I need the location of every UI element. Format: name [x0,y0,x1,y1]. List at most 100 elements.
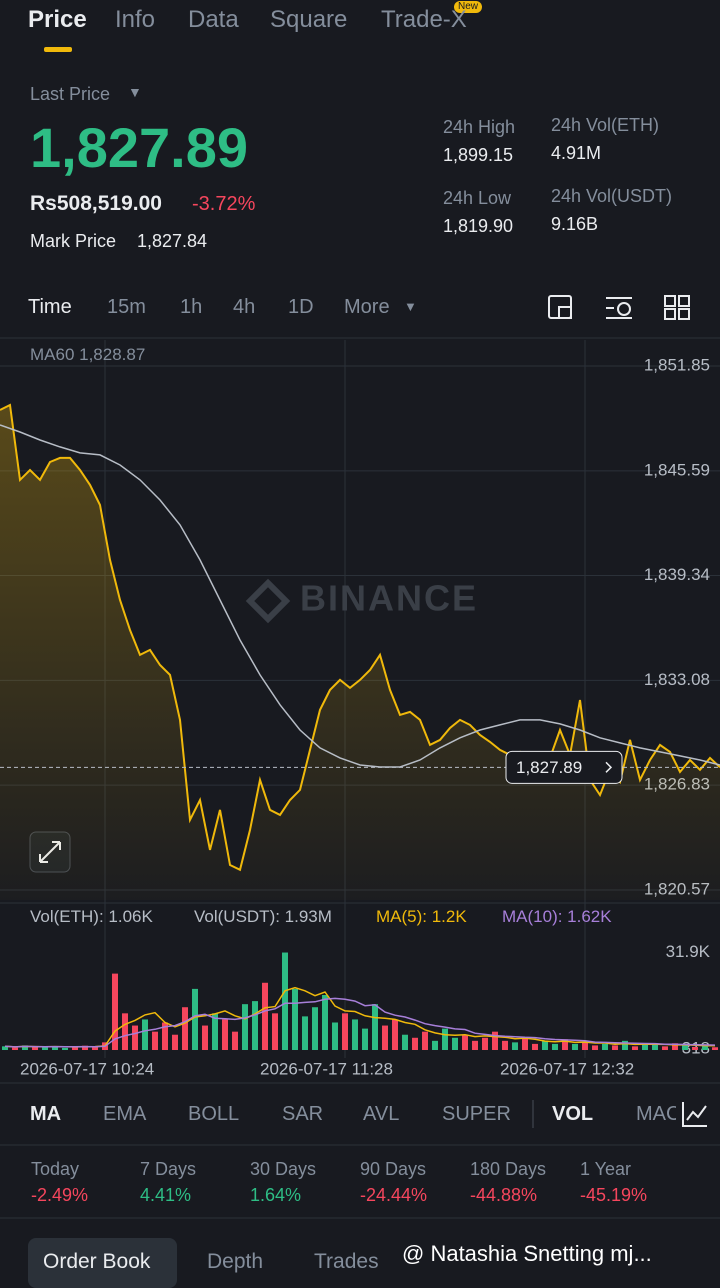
x-tick-label: 2026-07-17 11:28 [260,1059,393,1078]
indicator[interactable]: EMA [103,1103,147,1125]
volume-bar [482,1037,488,1050]
volume-bar [302,1016,308,1050]
performance-value: 1.64% [250,1185,302,1205]
volume-bar [622,1040,628,1050]
indicator[interactable]: VOL [552,1103,594,1125]
volume-bar [312,1007,318,1050]
volume-bar [352,1019,358,1050]
stat-value: 1,899.15 [443,145,514,165]
volume-bar [82,1045,88,1050]
volume-bar [252,1001,258,1050]
ma-label: MA60 1,828.87 [30,345,146,364]
volume-bar [612,1045,618,1050]
stat-label: 24h Vol(ETH) [551,115,660,135]
interval[interactable]: 4h [233,296,256,318]
volume-bar [552,1043,558,1050]
mark-price-label: Mark Price [30,231,117,251]
price-tag-arrow [605,761,613,773]
volume-bar [62,1047,68,1050]
tab[interactable]: Square [270,6,348,33]
indicator[interactable]: BOLL [188,1103,240,1125]
volume-bar [672,1043,678,1050]
volume-bar [492,1031,498,1050]
interval[interactable]: More [344,296,390,318]
volume-legend-item: Vol(USDT): 1.93M [194,907,332,926]
tab[interactable]: Data [188,6,239,33]
y-tick-label: 1,833.08 [644,670,710,689]
bottom-tab[interactable]: Depth [207,1250,264,1273]
indicator-settings[interactable] [676,1096,720,1132]
tab[interactable]: Price [28,6,87,33]
volume-bar [342,1013,348,1050]
interval[interactable]: 1D [288,296,314,318]
volume-bar [462,1034,468,1050]
stat-value: 4.91M [551,143,602,163]
performance-value: -2.49% [31,1185,89,1205]
volume-bar [382,1025,388,1050]
volume-bar [472,1040,478,1050]
stat-label: 24h Low [443,188,512,208]
stat-value: 1,819.90 [443,216,514,236]
indicator[interactable]: AVL [363,1103,400,1125]
bottom-tab[interactable]: Trades [314,1250,379,1273]
volume-bar [532,1043,538,1050]
volume-bar [212,1013,218,1050]
last-price-label[interactable]: Last Price [30,84,111,104]
volume-bar [662,1046,668,1050]
y-tick-label: 1,851.85 [644,355,710,374]
volume-bar [522,1037,528,1050]
mark-price: 1,827.84 [137,231,208,251]
volume-bar [282,952,288,1050]
volume-ma5-line [4,986,716,1048]
last-price: 1,827.89 [30,116,248,179]
tab[interactable]: Info [115,6,156,33]
volume-bar [172,1034,178,1050]
volume-bar [72,1046,78,1050]
volume-bar [582,1042,588,1050]
volume-bar [412,1037,418,1050]
indicator[interactable]: SUPER [442,1103,511,1125]
volume-bar [242,1004,248,1050]
volume-bar [52,1046,58,1050]
bottom-tab[interactable]: Order Book [43,1250,151,1273]
indicator[interactable]: MA [30,1103,62,1125]
stat-value: 9.16B [551,214,599,234]
volume-bar [142,1019,148,1050]
volume-bar [652,1044,658,1050]
volume-legend-item: MA(10): 1.62K [502,907,612,926]
y-tick-label: 1,845.59 [644,460,710,479]
local-price: Rs508,519.00 [30,192,162,215]
volume-bar [192,988,198,1050]
performance-value: 4.41% [140,1185,192,1205]
toolbar-icons [548,295,690,320]
performance-label: 90 Days [360,1159,427,1179]
volume-bar [42,1047,48,1050]
interval[interactable]: 1h [180,296,203,318]
volume-bar [372,1004,378,1050]
interval[interactable]: Time [28,296,72,318]
x-tick-label: 2026-07-17 10:24 [20,1059,154,1078]
tab-indicator [44,47,72,52]
performance-label: Today [31,1159,80,1179]
volume-bar [572,1043,578,1050]
volume-bar [632,1046,638,1050]
dropdown-caret: ▼ [128,84,142,100]
stat-label: 24h Vol(USDT) [551,186,673,206]
volume-bar [132,1025,138,1050]
tab[interactable]: Trade-X [381,6,467,33]
indicator[interactable]: SAR [282,1103,324,1125]
volume-bar [12,1047,18,1050]
volume-tick-label: 31.9K [666,942,711,961]
volume-bar [332,1022,338,1050]
volume-bar [592,1045,598,1050]
volume-bar [602,1043,608,1050]
interval[interactable]: 15m [107,296,146,318]
watermark-user: @ Natashia Snetting mj... [402,1241,652,1266]
volume-bar [32,1046,38,1050]
volume-bar [442,1028,448,1050]
volume-bar [272,1013,278,1050]
performance-value: -45.19% [580,1185,648,1205]
volume-bar [262,982,268,1050]
